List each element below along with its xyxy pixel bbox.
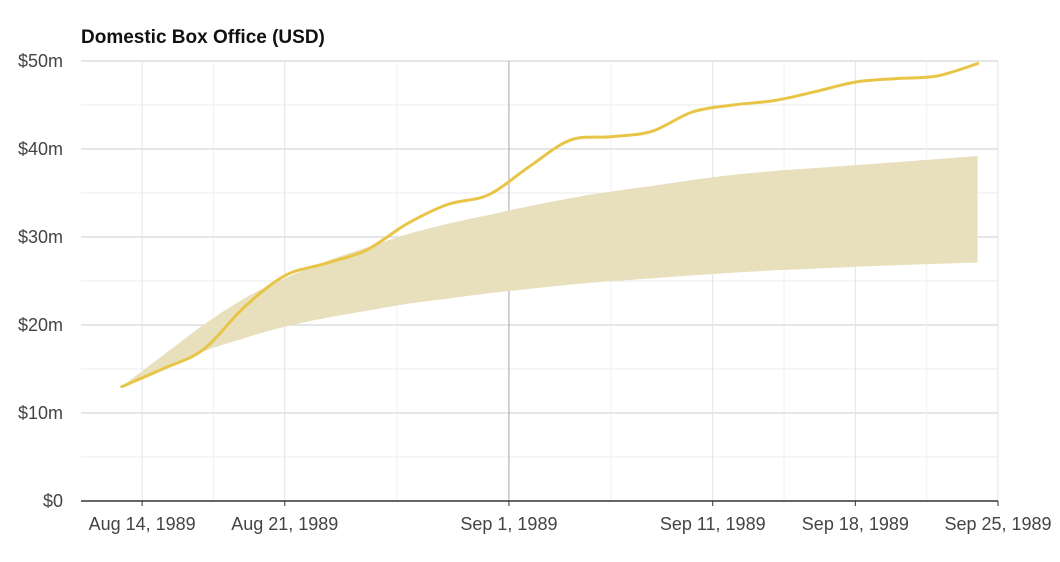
x-tick-label: Sep 11, 1989	[660, 514, 766, 534]
x-tick-label: Sep 1, 1989	[460, 514, 557, 534]
x-tick-label: Sep 25, 1989	[944, 514, 1051, 534]
box-office-line	[120, 62, 980, 389]
y-tick-label: $30m	[18, 227, 63, 247]
y-tick-label: $40m	[18, 139, 63, 159]
y-tick-label: $0	[43, 491, 63, 511]
projection-band-group	[121, 156, 978, 387]
x-tick-label: Aug 14, 1989	[89, 514, 196, 534]
chart-title: Domestic Box Office (USD)	[81, 27, 325, 48]
y-tick-label: $50m	[18, 51, 63, 71]
box-office-line-group	[120, 62, 980, 389]
y-tick-label: $10m	[18, 403, 63, 423]
x-axis-labels: Aug 14, 1989 Aug 21, 1989 Sep 1, 1989 Sep 1…	[89, 514, 1052, 534]
axes	[81, 500, 999, 506]
y-tick-label: $20m	[18, 315, 63, 335]
y-axis-labels: $0 $10m $20m $30m $40m $50m	[18, 51, 63, 511]
x-tick-label: Aug 21, 1989	[231, 514, 338, 534]
projection-band	[121, 156, 978, 387]
x-tick-label: Sep 18, 1989	[802, 514, 909, 534]
